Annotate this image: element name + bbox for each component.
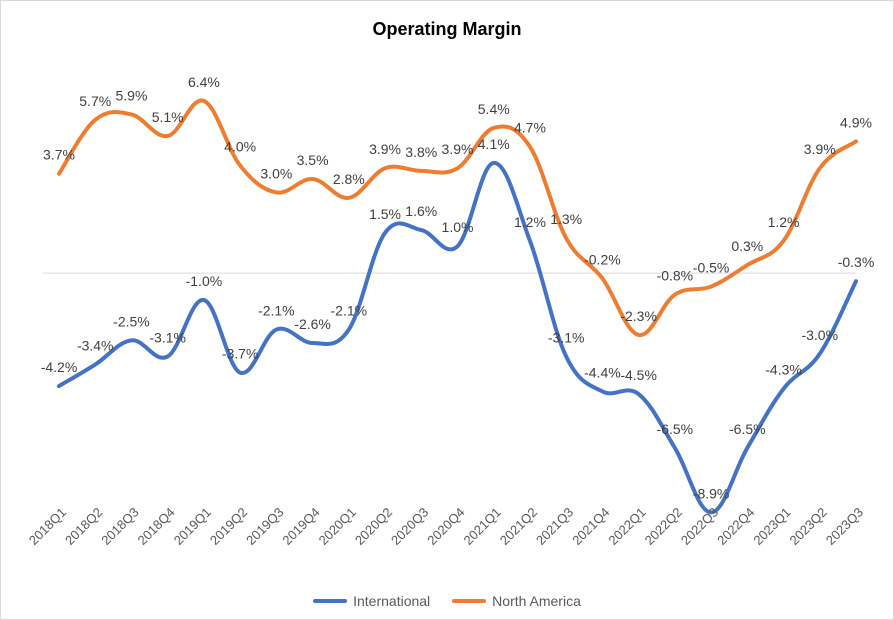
series-layer [57,98,858,515]
data-label-international: -4.2% [41,359,78,375]
x-tick-label: 2019Q4 [279,505,322,548]
data-label-north-america: 3.8% [405,144,437,160]
data-label-north-america: 5.7% [79,93,111,109]
x-tick-label: 2022Q1 [605,505,648,548]
chart-title: Operating Margin [372,19,522,39]
data-label-international: -2.1% [258,303,295,319]
x-tick-label: 2019Q3 [243,505,286,548]
data-label-international: -3.4% [77,338,114,354]
legend-label-north-america: North America [492,593,581,609]
data-label-international: -4.3% [765,362,802,378]
legend-item-north-america: North America [452,593,581,609]
data-label-north-america: 3.9% [804,141,836,157]
data-label-international: -0.3% [838,254,875,270]
x-tick-label: 2019Q1 [171,505,214,548]
data-label-north-america: 3.9% [442,141,474,157]
legend-swatch-international [313,599,348,603]
data-label-international: -3.7% [222,346,259,362]
x-tick-label: 2020Q2 [352,505,395,548]
data-label-international: -6.5% [729,421,766,437]
series-line-north-america [57,98,858,337]
data-label-international: -8.9% [693,485,730,501]
data-label-north-america: -0.5% [693,260,730,276]
legend-item-international: International [313,593,430,609]
data-label-north-america: 5.9% [115,87,147,103]
x-tick-label: 2020Q3 [388,505,431,548]
data-label-north-america: -2.3% [620,308,657,324]
data-label-layer: -4.2%-3.4%-2.5%-3.1%-1.0%-3.7%-2.1%-2.6%… [41,74,875,501]
data-label-north-america: 0.3% [731,238,763,254]
data-label-north-america: 4.0% [224,139,256,155]
data-label-north-america: 4.7% [514,120,546,136]
data-label-international: -3.1% [149,329,186,345]
data-label-international: -6.5% [657,421,694,437]
data-label-north-america: 3.5% [297,152,329,168]
x-tick-label: 2023Q1 [750,505,793,548]
data-label-international: 1.2% [514,214,546,230]
data-label-north-america: 3.0% [260,165,292,181]
data-label-north-america: 4.9% [840,114,872,130]
data-label-north-america: 2.8% [333,171,365,187]
data-label-north-america: -0.2% [584,251,621,267]
data-label-international: -4.4% [584,364,621,380]
data-label-international: -4.5% [620,367,657,383]
data-label-north-america: 5.1% [152,109,184,125]
data-label-international: -3.0% [801,327,838,343]
x-tick-label: 2020Q1 [316,505,359,548]
data-label-north-america: 1.3% [550,211,582,227]
data-label-north-america: 1.2% [768,214,800,230]
x-tick-label: 2018Q3 [98,505,141,548]
x-tick-label: 2021Q4 [569,505,612,548]
x-tick-label: 2021Q1 [461,505,504,548]
data-label-international: -2.1% [331,303,368,319]
data-label-international: -3.1% [548,329,585,345]
x-tick-label: 2021Q3 [533,505,576,548]
x-tick-label: 2023Q3 [823,505,866,548]
x-tick-label: 2023Q2 [787,505,830,548]
x-tick-label: 2018Q2 [62,505,105,548]
data-label-international: 4.1% [478,136,510,152]
data-label-north-america: 3.7% [43,147,75,163]
x-tick-label: 2021Q2 [497,505,540,548]
data-label-international: 1.6% [405,203,437,219]
x-tick-label: 2020Q4 [424,505,467,548]
data-label-north-america: 5.4% [478,101,510,117]
x-tick-label: 2022Q3 [678,505,721,548]
x-tick-layer: 2018Q12018Q22018Q32018Q42019Q12019Q22019… [26,505,866,548]
series-line-international [57,160,858,515]
data-label-international: -2.5% [113,313,150,329]
x-tick-label: 2019Q2 [207,505,250,548]
data-label-north-america: -0.8% [657,268,694,284]
legend: International North America [1,593,893,609]
data-label-north-america: 3.9% [369,141,401,157]
legend-label-international: International [353,593,431,609]
x-tick-label: 2018Q4 [134,505,177,548]
data-label-international: 1.5% [369,206,401,222]
x-tick-label: 2018Q1 [26,505,69,548]
data-label-international: 1.0% [442,219,474,235]
x-tick-label: 2022Q4 [714,505,757,548]
data-label-international: -1.0% [186,273,223,289]
data-label-international: -2.6% [294,316,331,332]
data-label-north-america: 6.4% [188,74,220,90]
legend-swatch-north-america [452,599,487,603]
x-tick-label: 2022Q2 [642,505,685,548]
